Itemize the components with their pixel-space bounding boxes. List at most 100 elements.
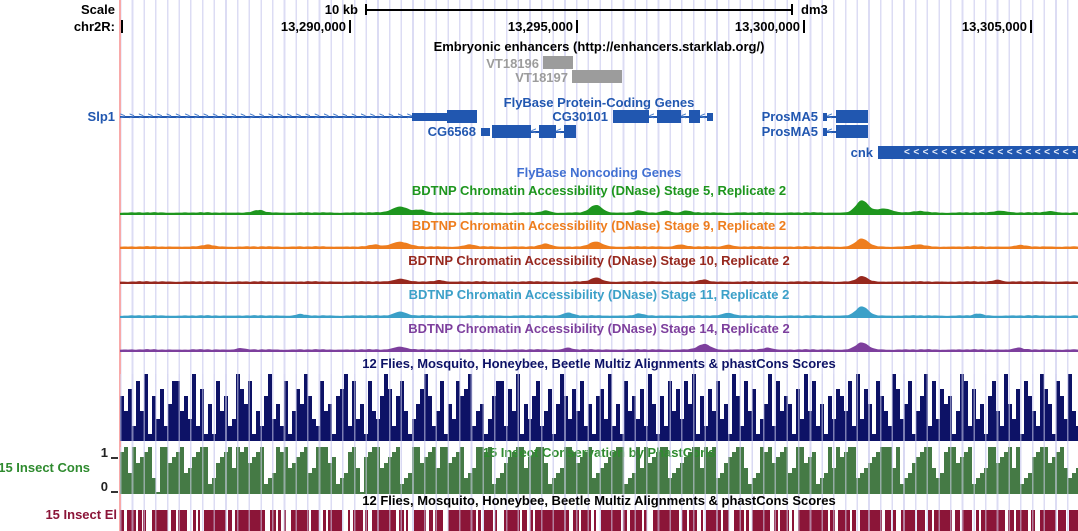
conserved-element-block[interactable] [495, 510, 497, 531]
gene-exon-cg6568[interactable] [539, 125, 556, 138]
conserved-element-block[interactable] [228, 510, 232, 531]
conserved-element-block[interactable] [270, 510, 276, 531]
conserved-element-block[interactable] [746, 510, 749, 531]
conserved-element-block[interactable] [284, 510, 286, 531]
gene-exon-cnk[interactable] [902, 146, 1078, 159]
conserved-element-block[interactable] [774, 510, 778, 531]
conserved-element-block[interactable] [522, 510, 527, 531]
bdtnp-signal-stage-3[interactable] [120, 268, 1078, 284]
gene-exon-prosma5[interactable] [836, 125, 868, 138]
gene-exon-cg6568[interactable] [492, 125, 531, 138]
conserved-element-block[interactable] [138, 510, 142, 531]
conserved-element-block[interactable] [478, 510, 481, 531]
conserved-element-block[interactable] [535, 510, 569, 531]
conserved-element-block[interactable] [601, 510, 621, 531]
conserved-element-block[interactable] [623, 510, 627, 531]
conserved-element-block[interactable] [1058, 510, 1066, 531]
gene-exon-cg30101[interactable] [613, 110, 649, 123]
conserved-element-block[interactable] [860, 510, 882, 531]
conserved-element-block[interactable] [365, 510, 368, 531]
conserved-element-block[interactable] [955, 510, 960, 531]
gene-exon-prosma5[interactable] [836, 110, 868, 123]
conserved-element-block[interactable] [682, 510, 687, 531]
conserved-element-block[interactable] [798, 510, 828, 531]
bdtnp-signal-stage-2[interactable] [120, 233, 1078, 249]
conserved-element-block[interactable] [406, 510, 408, 531]
enhancer-box[interactable] [572, 70, 622, 83]
gene-exon-slp1[interactable] [447, 110, 477, 123]
conserved-element-block[interactable] [630, 510, 642, 531]
gene-exon-cg30101[interactable] [689, 110, 700, 123]
conserved-element-block[interactable] [204, 510, 226, 531]
conserved-element-block[interactable] [838, 510, 850, 531]
conserved-element-block[interactable] [372, 510, 396, 531]
conserved-element-block[interactable] [752, 510, 770, 531]
track-title-bdtnp-stage-2[interactable]: BDTNP Chromatin Accessibility (DNase) St… [411, 218, 787, 233]
track-title-flybase-protein-coding[interactable]: FlyBase Protein-Coding Genes [503, 95, 695, 110]
bdtnp-signal-stage-1[interactable] [120, 199, 1078, 215]
gene-exon-cnk[interactable] [878, 146, 902, 159]
conserved-element-block[interactable] [120, 510, 124, 531]
conserved-element-block[interactable] [328, 510, 342, 531]
conserved-element-block[interactable] [1069, 510, 1078, 531]
conserved-element-block[interactable] [893, 510, 896, 531]
conserved-element-block[interactable] [429, 510, 433, 531]
conserved-element-block[interactable] [689, 510, 697, 531]
gene-utr-prosma5[interactable] [823, 127, 827, 136]
gene-label-slp1[interactable]: Slp1 [87, 109, 115, 124]
gene-utr-slp1[interactable] [412, 112, 447, 121]
enhancer-box[interactable] [543, 56, 573, 69]
gene-exon-cg30101[interactable] [657, 110, 681, 123]
bdtnp-signal-stage-5[interactable] [120, 336, 1078, 352]
track-title-flybase-noncoding[interactable]: FlyBase Noncoding Genes [516, 165, 682, 180]
conserved-element-block[interactable] [852, 510, 856, 531]
conserved-element-block[interactable] [178, 510, 187, 531]
conserved-element-block[interactable] [780, 510, 789, 531]
gene-utr-cg30101[interactable] [707, 112, 713, 121]
conserved-element-block[interactable] [291, 510, 309, 531]
phastcons-left-label[interactable]: 15 Insect Cons [0, 460, 90, 475]
conserved-element-block[interactable] [581, 510, 591, 531]
conserved-element-block[interactable] [928, 510, 932, 531]
bdtnp-signal-stage-4[interactable] [120, 302, 1078, 318]
conserved-element-block[interactable] [435, 510, 443, 531]
conserved-element-block[interactable] [353, 510, 363, 531]
conserved-element-block[interactable] [311, 510, 319, 531]
conserved-element-block[interactable] [573, 510, 579, 531]
conserved-element-block[interactable] [1008, 510, 1014, 531]
elements-track[interactable] [120, 510, 1078, 531]
conserved-element-block[interactable] [792, 510, 794, 531]
conserved-element-block[interactable] [594, 510, 596, 531]
track-title-multiz[interactable]: 12 Flies, Mosquito, Honeybee, Beetle Mul… [362, 356, 836, 371]
conserved-element-block[interactable] [484, 510, 493, 531]
conserved-element-block[interactable] [504, 510, 520, 531]
conserved-element-block[interactable] [143, 510, 146, 531]
conserved-element-block[interactable] [701, 510, 703, 531]
conserved-element-block[interactable] [981, 510, 1005, 531]
conserved-element-block[interactable] [901, 510, 915, 531]
elements-left-label[interactable]: 15 Insect El [45, 507, 117, 522]
track-title-embryonic-enhancers[interactable]: Embryonic enhancers (http://enhancers.st… [433, 39, 765, 54]
conserved-element-block[interactable] [1031, 510, 1035, 531]
conserved-element-block[interactable] [235, 510, 265, 531]
conserved-element-block[interactable] [127, 510, 136, 531]
conserved-element-block[interactable] [152, 510, 168, 531]
track-title-bdtnp-stage-1[interactable]: BDTNP Chromatin Accessibility (DNase) St… [411, 183, 787, 198]
conserved-element-block[interactable] [1040, 510, 1056, 531]
conserved-element-block[interactable] [962, 510, 972, 531]
track-title-bdtnp-stage-5[interactable]: BDTNP Chromatin Accessibility (DNase) St… [408, 321, 790, 336]
conserved-element-block[interactable] [198, 510, 200, 531]
conserved-element-block[interactable] [644, 510, 647, 531]
track-title-bdtnp-stage-4[interactable]: BDTNP Chromatin Accessibility (DNase) St… [408, 287, 790, 302]
conserved-element-block[interactable] [348, 510, 350, 531]
conserved-element-block[interactable] [706, 510, 721, 531]
gene-exon-cg6568[interactable] [564, 125, 576, 138]
gene-utr-prosma5[interactable] [823, 112, 827, 121]
conserved-element-block[interactable] [1016, 510, 1028, 531]
conserved-element-block[interactable] [278, 510, 281, 531]
conserved-element-block[interactable] [399, 510, 404, 531]
conserved-element-block[interactable] [653, 510, 679, 531]
conserved-element-block[interactable] [734, 510, 744, 531]
conserved-element-block[interactable] [193, 510, 196, 531]
conserved-element-block[interactable] [530, 510, 533, 531]
